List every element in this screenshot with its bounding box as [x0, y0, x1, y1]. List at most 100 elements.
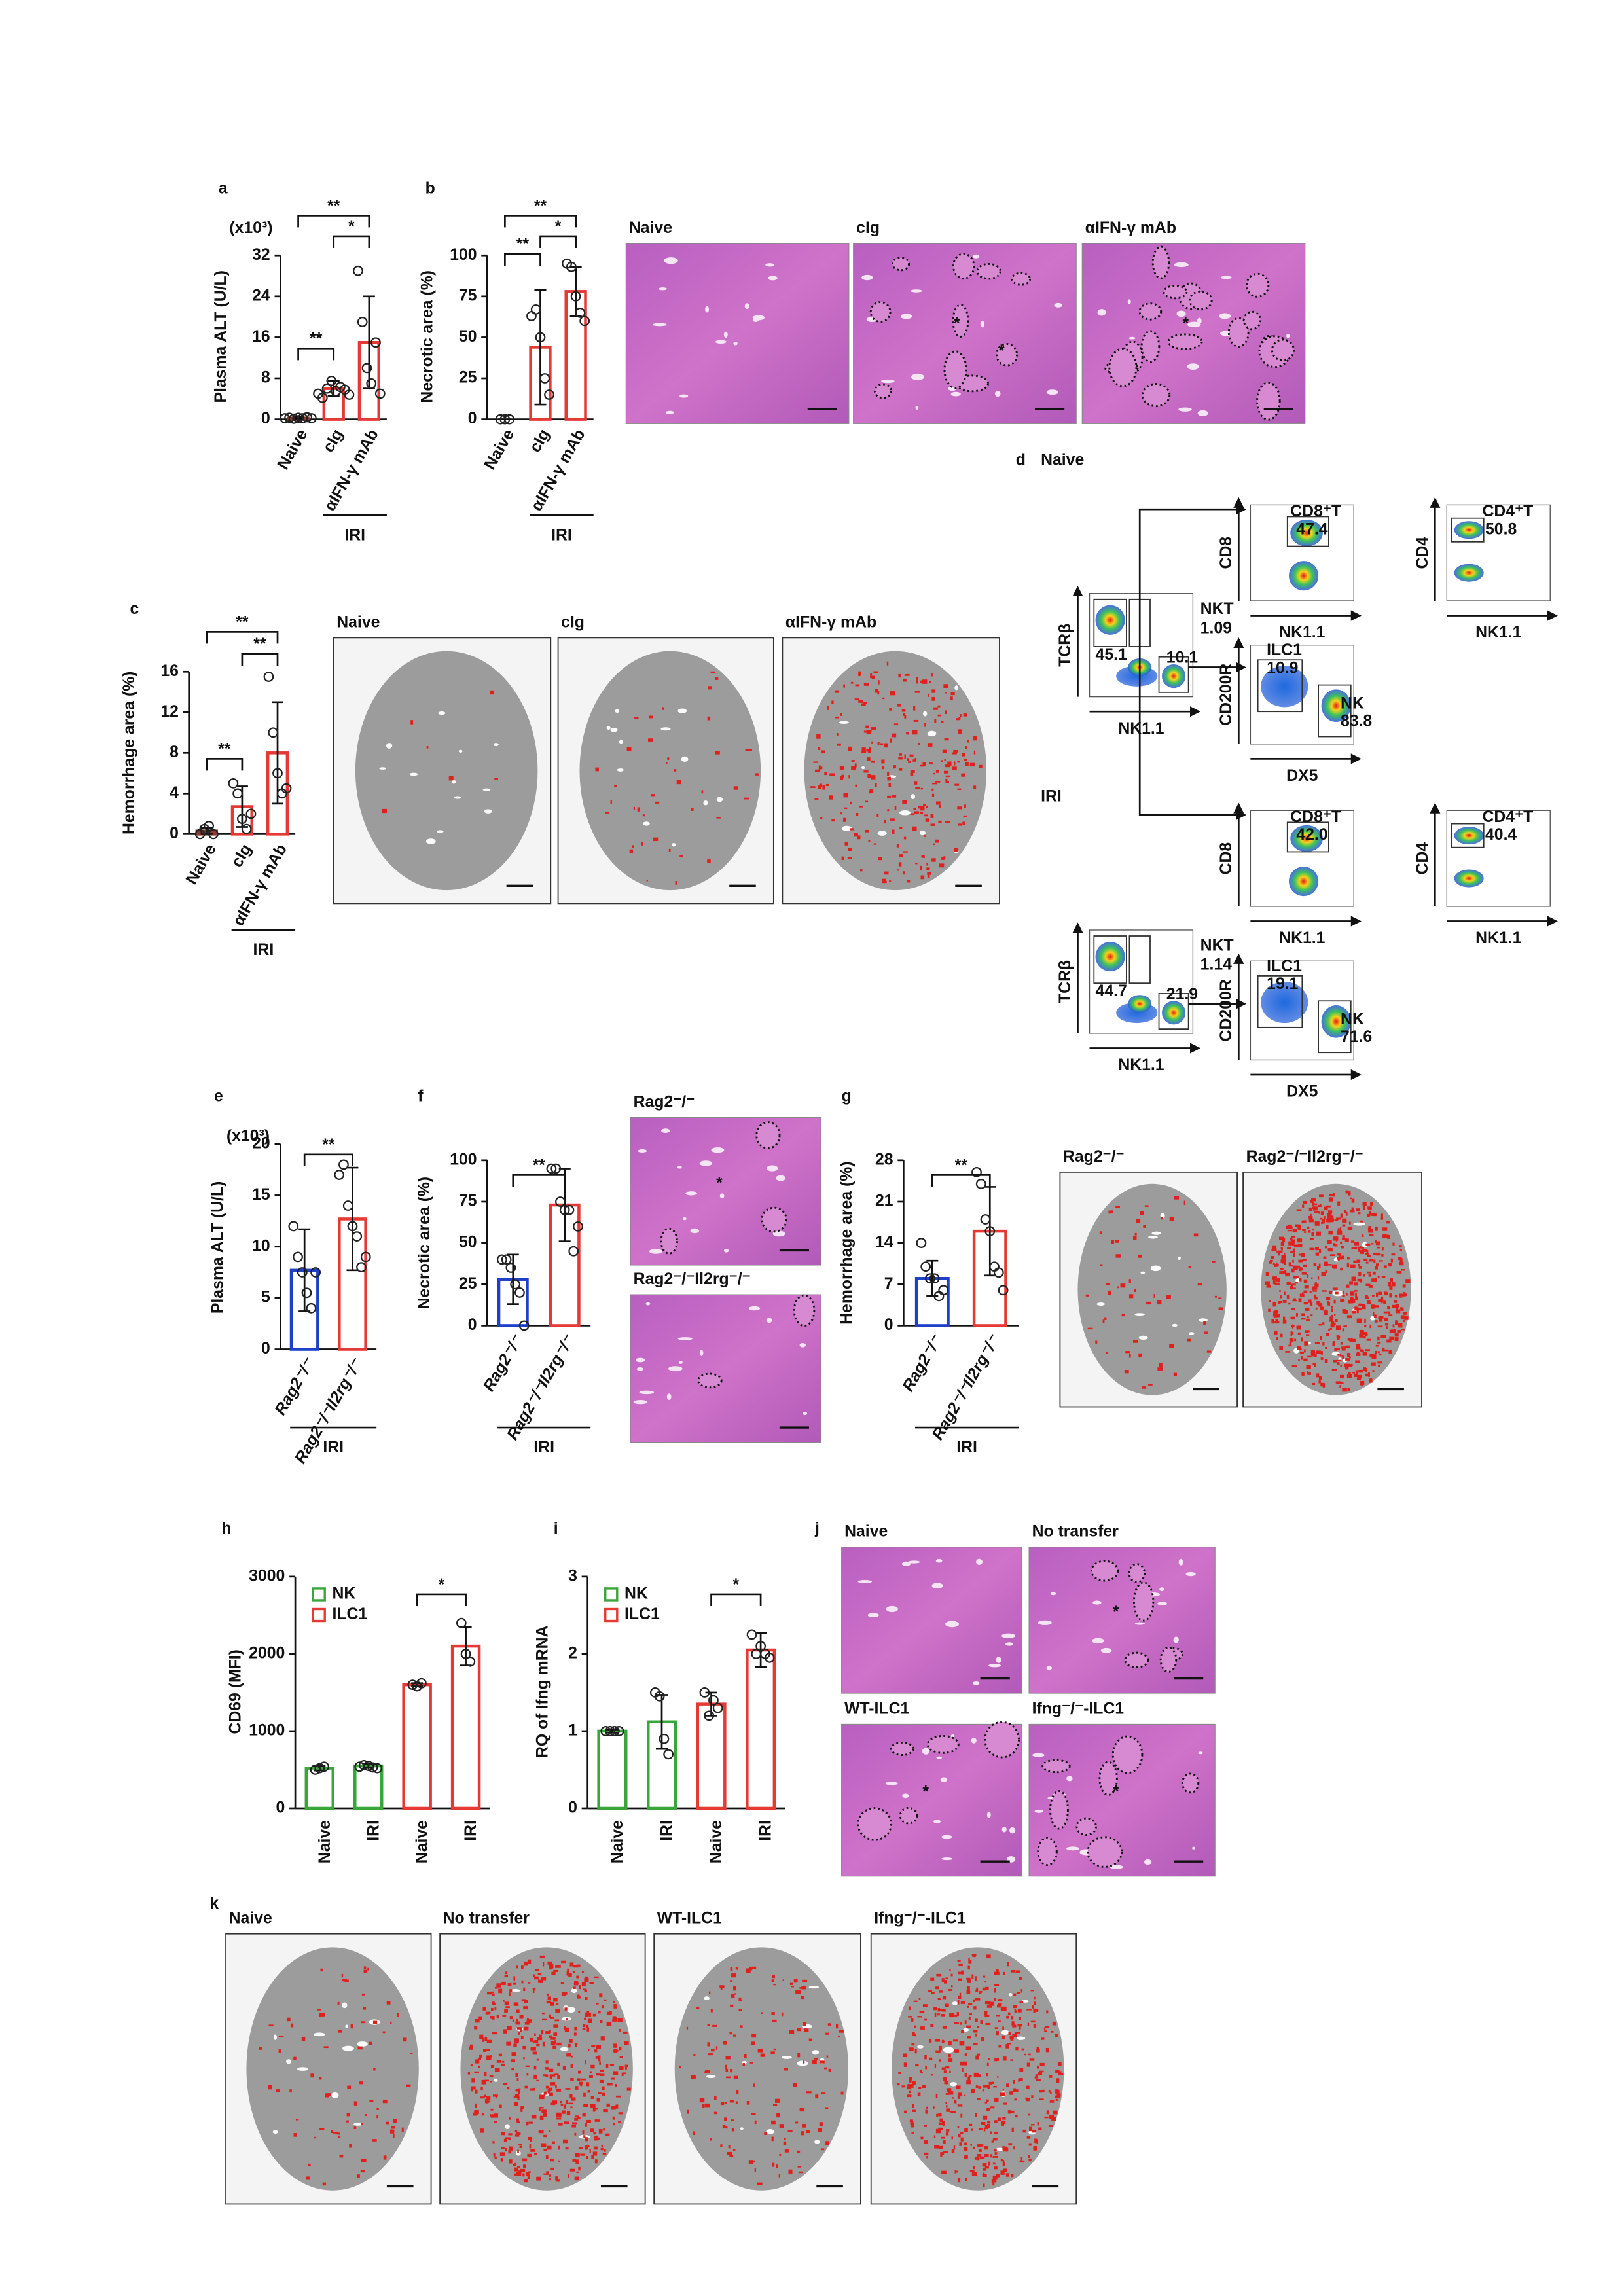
- hemorrhage: [924, 2018, 928, 2021]
- hemorrhage: [1384, 1317, 1388, 1321]
- necrosis-outline: [1189, 290, 1213, 311]
- hemorrhage: [533, 2074, 537, 2079]
- hemorrhage: [641, 842, 643, 846]
- hemorrhage: [590, 2096, 594, 2099]
- hemorrhage: [1298, 1345, 1301, 1349]
- hemorrhage: [1376, 1253, 1381, 1256]
- hemorrhage: [1218, 1307, 1223, 1310]
- hemorrhage: [913, 808, 916, 810]
- hemorrhage: [1342, 1309, 1346, 1314]
- hemorrhage: [1305, 1307, 1310, 1311]
- hemorrhage: [753, 2160, 755, 2163]
- hemorrhage: [1045, 2047, 1049, 2053]
- hemorrhage: [1400, 1269, 1405, 1271]
- data-point: [310, 1267, 321, 1278]
- hemorrhage: [1354, 1242, 1360, 1246]
- hemorrhage: [1331, 1323, 1336, 1325]
- necrosis-outline: [1037, 1837, 1058, 1867]
- hemorrhage: [1342, 1290, 1344, 1295]
- hemorrhage: [603, 1999, 607, 2001]
- hemorrhage: [1005, 2044, 1009, 2049]
- hemorrhage: [1324, 1359, 1328, 1363]
- hemorrhage: [975, 2113, 977, 2117]
- hemorrhage: [555, 2085, 557, 2089]
- hemorrhage: [749, 2062, 753, 2064]
- hemorrhage: [295, 2119, 299, 2121]
- bar: [972, 1229, 1007, 1327]
- hemorrhage: [730, 1980, 733, 1982]
- hemorrhage: [958, 729, 962, 734]
- hemorrhage: [1378, 1299, 1384, 1302]
- hemorrhage: [899, 768, 903, 771]
- hemorrhage: [506, 2041, 512, 2046]
- hemorrhage: [979, 764, 983, 768]
- hemorrhage: [604, 2149, 606, 2152]
- hemorrhage: [1323, 1256, 1327, 1259]
- hemorrhage: [957, 1960, 961, 1962]
- hemorrhage: [1384, 1291, 1388, 1295]
- hemorrhage: [618, 2112, 623, 2115]
- necrosis-outline: [1041, 1759, 1071, 1774]
- hemorrhage: [555, 2176, 558, 2181]
- hemorrhage: [882, 766, 884, 770]
- hemorrhage: [573, 1986, 576, 1989]
- hemorrhage: [1312, 1289, 1314, 1292]
- hemorrhage: [611, 2106, 616, 2110]
- hemorrhage: [922, 2004, 928, 2007]
- hemorrhage: [1143, 1225, 1146, 1228]
- hemorrhage: [1337, 1230, 1343, 1235]
- hemorrhage: [532, 1974, 536, 1977]
- hemorrhage: [1301, 1318, 1306, 1320]
- hemorrhage: [574, 1965, 579, 1968]
- hemorrhage: [947, 2088, 952, 2092]
- hemorrhage: [959, 2041, 965, 2046]
- vessel: [814, 2140, 820, 2144]
- hemorrhage: [1391, 1282, 1396, 1287]
- hemorrhage: [924, 2140, 929, 2144]
- significance-bracket: [333, 235, 370, 248]
- hemorrhage: [1375, 1320, 1378, 1323]
- hemorrhage: [751, 2113, 756, 2115]
- hemorrhage: [1327, 1240, 1332, 1244]
- hemorrhage: [975, 2018, 978, 2022]
- hemorrhage: [749, 1967, 753, 1971]
- hemorrhage: [1377, 1325, 1383, 1328]
- hemorrhage: [1282, 1238, 1286, 1242]
- hemorrhage: [1356, 1352, 1360, 1355]
- hemorrhage: [899, 854, 903, 857]
- hemorrhage: [982, 2163, 987, 2167]
- hemorrhage: [928, 2039, 932, 2043]
- hemorrhage: [1322, 1342, 1325, 1346]
- hemorrhage: [1021, 2048, 1024, 2051]
- cell-population: [1290, 519, 1323, 547]
- hemorrhage: [869, 747, 872, 751]
- hemorrhage: [925, 2066, 928, 2070]
- hemorrhage: [820, 766, 823, 770]
- hemorrhage: [523, 1987, 526, 1991]
- hemorrhage: [920, 865, 922, 870]
- hemorrhage: [937, 705, 941, 708]
- hemorrhage: [599, 1993, 603, 1998]
- hemorrhage: [514, 2039, 518, 2044]
- hemorrhage: [851, 766, 856, 770]
- hemorrhage: [1034, 2001, 1036, 2006]
- gate: [1093, 598, 1127, 647]
- hemorrhage: [1115, 1254, 1121, 1258]
- hemorrhage: [534, 2033, 536, 2036]
- hemorrhage: [1284, 1291, 1286, 1295]
- hemorrhage: [723, 2126, 728, 2129]
- hemorrhage: [773, 1983, 776, 1986]
- hemorrhage: [522, 2045, 526, 2050]
- hemorrhage: [971, 2172, 977, 2176]
- hemorrhage: [268, 2024, 274, 2026]
- hemorrhage: [549, 2178, 552, 2181]
- hemorrhage: [964, 2128, 968, 2132]
- hemorrhage: [552, 2100, 558, 2104]
- hemorrhage: [693, 2054, 696, 2056]
- hemorrhage: [1376, 1263, 1379, 1266]
- hemorrhage: [653, 837, 659, 842]
- data-point: [288, 1221, 299, 1232]
- hemorrhage: [1293, 1248, 1295, 1253]
- hemorrhage: [1002, 2026, 1004, 2030]
- hemorrhage: [738, 2009, 742, 2011]
